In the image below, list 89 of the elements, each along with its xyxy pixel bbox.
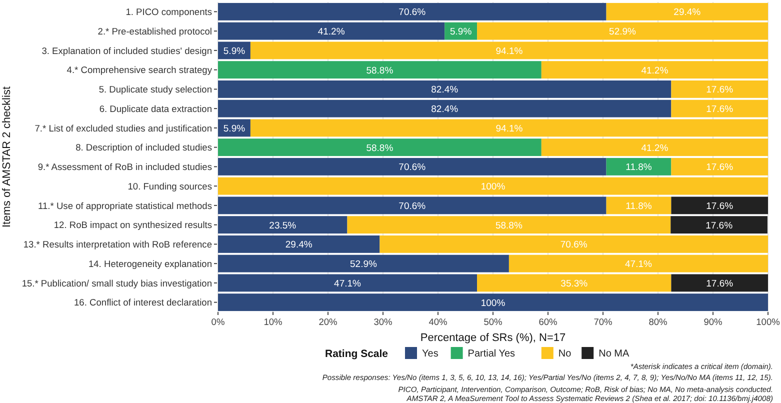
y-tick-label: 2.* Pre-established protocol	[98, 26, 212, 36]
data-label: 5.9%	[223, 123, 246, 134]
y-tick-label: 13.* Results interpretation with RoB reference	[23, 240, 212, 250]
data-label: 82.4%	[431, 104, 459, 116]
data-label: 5.9%	[450, 26, 472, 38]
y-tick-label: 3. Explanation of included studies' design	[42, 46, 212, 56]
bar	[670, 216, 768, 234]
data-label: 29.4%	[674, 7, 702, 18]
bar	[347, 216, 671, 234]
bar	[541, 138, 768, 156]
x-tick-label: 100%	[756, 317, 780, 327]
y-tick-label: 6. Duplicate data extraction	[99, 104, 212, 114]
y-tick-label: 14. Heterogeneity explanation	[88, 258, 212, 269]
bar	[380, 235, 768, 253]
x-tick-label: 30%	[374, 317, 392, 327]
data-label: 47.1%	[334, 278, 362, 290]
data-label: 17.6%	[706, 162, 734, 174]
x-tick-label: 70%	[594, 317, 612, 327]
bar	[218, 61, 542, 79]
data-label: 17.6%	[706, 200, 734, 212]
data-label: 23.5%	[269, 220, 297, 232]
bar	[218, 216, 348, 234]
y-tick-label: 15.* Publication/ small study bias investigation	[22, 278, 212, 288]
x-tick-label: 60%	[538, 317, 558, 327]
bar	[606, 158, 672, 176]
x-tick-label: 0%	[211, 317, 225, 327]
bar	[218, 196, 606, 214]
data-label: 70.6%	[560, 240, 588, 251]
y-tick-label: 12. RoB impact on synthesized results	[54, 220, 212, 230]
bar	[218, 235, 380, 253]
data-label: 41.2%	[641, 65, 669, 76]
y-tick-label: 4.* Comprehensive search strategy	[66, 65, 212, 76]
data-label: 100%	[480, 298, 506, 309]
data-label: 70.6%	[398, 200, 426, 212]
data-label: 94.1%	[496, 46, 524, 57]
bar	[671, 80, 768, 98]
bar	[671, 196, 768, 214]
data-label: 70.6%	[398, 162, 426, 174]
bar	[218, 158, 606, 176]
data-label: 70.6%	[398, 7, 426, 18]
bar	[606, 2, 768, 20]
bar	[218, 138, 542, 156]
x-tick-label: 90%	[704, 317, 722, 327]
y-tick-label: 8. Description of included studies	[76, 142, 212, 153]
data-label: 17.6%	[706, 104, 734, 116]
y-tick-label: 10. Funding sources	[128, 181, 212, 192]
x-tick-label: 20%	[318, 317, 338, 327]
y-tick-label: 9.* Assessment of RoB in included studies	[38, 162, 212, 172]
x-tick-label: 40%	[428, 317, 448, 327]
data-label: 35.3%	[560, 278, 588, 290]
y-tick-label: 7.* List of excluded studies and justification	[34, 123, 212, 134]
data-label: 17.6%	[706, 278, 734, 290]
x-tick-label: 50%	[484, 317, 502, 327]
bar	[671, 158, 768, 176]
data-label: 29.4%	[285, 240, 313, 251]
data-label: 17.6%	[706, 220, 734, 232]
bar	[218, 2, 606, 20]
data-label: 11.8%	[626, 162, 652, 174]
bar	[671, 274, 768, 292]
data-label: 58.8%	[366, 142, 394, 154]
data-label: 41.2%	[641, 142, 669, 154]
data-label: 11.8%	[626, 200, 652, 212]
data-label: 47.1%	[625, 259, 652, 270]
data-label: 94.1%	[496, 123, 524, 134]
data-label: 100%	[480, 182, 506, 193]
y-tick-label: 5. Duplicate study selection	[98, 84, 212, 95]
data-label: 41.2%	[318, 26, 346, 38]
data-label: 52.9%	[609, 26, 637, 38]
x-tick-label: 10%	[264, 317, 282, 327]
data-label: 5.9%	[223, 46, 246, 57]
data-label: 58.8%	[495, 220, 523, 232]
x-axis-title: Percentage of SRs (%), N=17	[420, 332, 566, 344]
y-tick-label: 1. PICO components	[126, 7, 212, 18]
data-label: 17.6%	[706, 84, 734, 96]
data-label: 82.4%	[431, 84, 459, 96]
y-tick-label: 11.* Use of appropriate statistical methods	[38, 200, 212, 211]
y-tick-label: 16. Conflict of interest declaration	[74, 298, 212, 308]
x-tick-label: 80%	[648, 317, 668, 327]
legend-label: No	[558, 348, 572, 360]
bar	[218, 294, 768, 312]
legend-label: No MA	[598, 348, 630, 360]
legend-label: Yes	[422, 348, 438, 360]
bar	[541, 61, 768, 79]
legend-label: Partial Yes	[468, 348, 516, 360]
data-label: 52.9%	[350, 259, 378, 270]
bar	[218, 80, 672, 98]
y-axis-title: Items of AMSTAR 2 checklist	[1, 86, 13, 228]
legend-title: Rating Scale	[325, 348, 388, 360]
data-label: 58.8%	[366, 65, 394, 76]
